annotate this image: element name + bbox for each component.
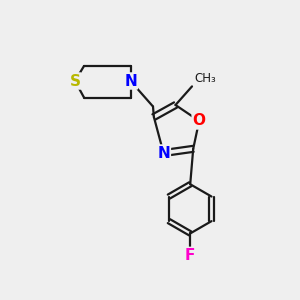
Text: F: F [185, 248, 195, 263]
Text: N: N [157, 146, 170, 160]
Text: N: N [124, 74, 137, 88]
Text: O: O [193, 113, 206, 128]
Text: CH₃: CH₃ [194, 72, 216, 85]
Text: S: S [70, 74, 80, 88]
